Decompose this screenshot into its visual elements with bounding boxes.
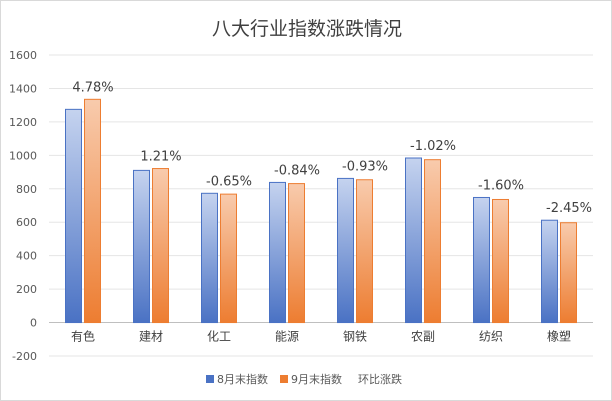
legend-label-september: 9月末指数: [291, 372, 342, 386]
change-label: -0.84%: [274, 163, 320, 178]
bar-august: [541, 219, 558, 324]
bar-september: [84, 98, 101, 324]
bar-september: [560, 222, 577, 324]
change-label: -0.93%: [342, 159, 388, 174]
change-label: 4.78%: [72, 80, 113, 95]
y-tick-label: 1200: [9, 116, 37, 129]
bar-august: [65, 108, 82, 324]
y-tick-label: 200: [16, 283, 37, 296]
y-tick-label: 1600: [9, 49, 37, 62]
legend-label-august: 8月末指数: [217, 372, 268, 386]
grid-layer: [49, 54, 593, 357]
legend-label-change: 环比涨跌: [358, 372, 402, 386]
category-label: 钢铁: [343, 330, 367, 344]
legend-swatch-september: [280, 375, 288, 383]
category-label: 化工: [207, 330, 231, 344]
bar-august: [473, 196, 490, 324]
bar-september: [356, 179, 373, 324]
bar-september: [220, 193, 237, 324]
bar-august: [201, 192, 218, 324]
change-label: -2.45%: [546, 201, 592, 216]
change-label: 1.21%: [140, 150, 181, 165]
change-label: -1.60%: [478, 178, 524, 193]
bar-layer: [65, 98, 577, 324]
y-tick-label: 0: [30, 317, 37, 330]
y-tick-label: 800: [16, 183, 37, 196]
bar-september: [288, 183, 305, 324]
category-label: 纺织: [479, 330, 503, 344]
category-label: 农副: [411, 330, 435, 344]
bar-september: [152, 168, 169, 324]
category-label: 建材: [139, 330, 163, 344]
bar-august: [337, 177, 354, 324]
bar-august: [133, 169, 150, 324]
category-label: 能源: [275, 330, 299, 344]
y-tick-label: 1000: [9, 149, 37, 162]
y-tick-label: 400: [16, 250, 37, 263]
category-label: 橡塑: [547, 329, 571, 344]
legend: 8月末指数 9月末指数 环比涨跌: [206, 372, 402, 386]
y-tick-label: 600: [16, 216, 37, 229]
bar-september: [424, 159, 441, 324]
change-label: -0.65%: [206, 174, 252, 189]
bar-august: [269, 181, 286, 324]
y-tick-label: -200: [12, 350, 37, 363]
category-label: 有色: [71, 330, 95, 344]
chart-title: 八大行业指数涨跌情况: [212, 18, 402, 40]
legend-swatch-august: [206, 375, 214, 383]
bar-august: [405, 157, 422, 324]
y-axis: -200 0 200 400 600 800 1000 1200 1400 1600: [9, 49, 37, 363]
change-label: -1.02%: [410, 139, 456, 154]
y-tick-label: 1400: [9, 82, 37, 95]
bar-september: [492, 198, 509, 324]
label-layer: 有色 4.78% 建材 1.21% 化工 -0.65% 能源 -0.84% 钢铁 -0.93% 农副…: [71, 80, 592, 343]
